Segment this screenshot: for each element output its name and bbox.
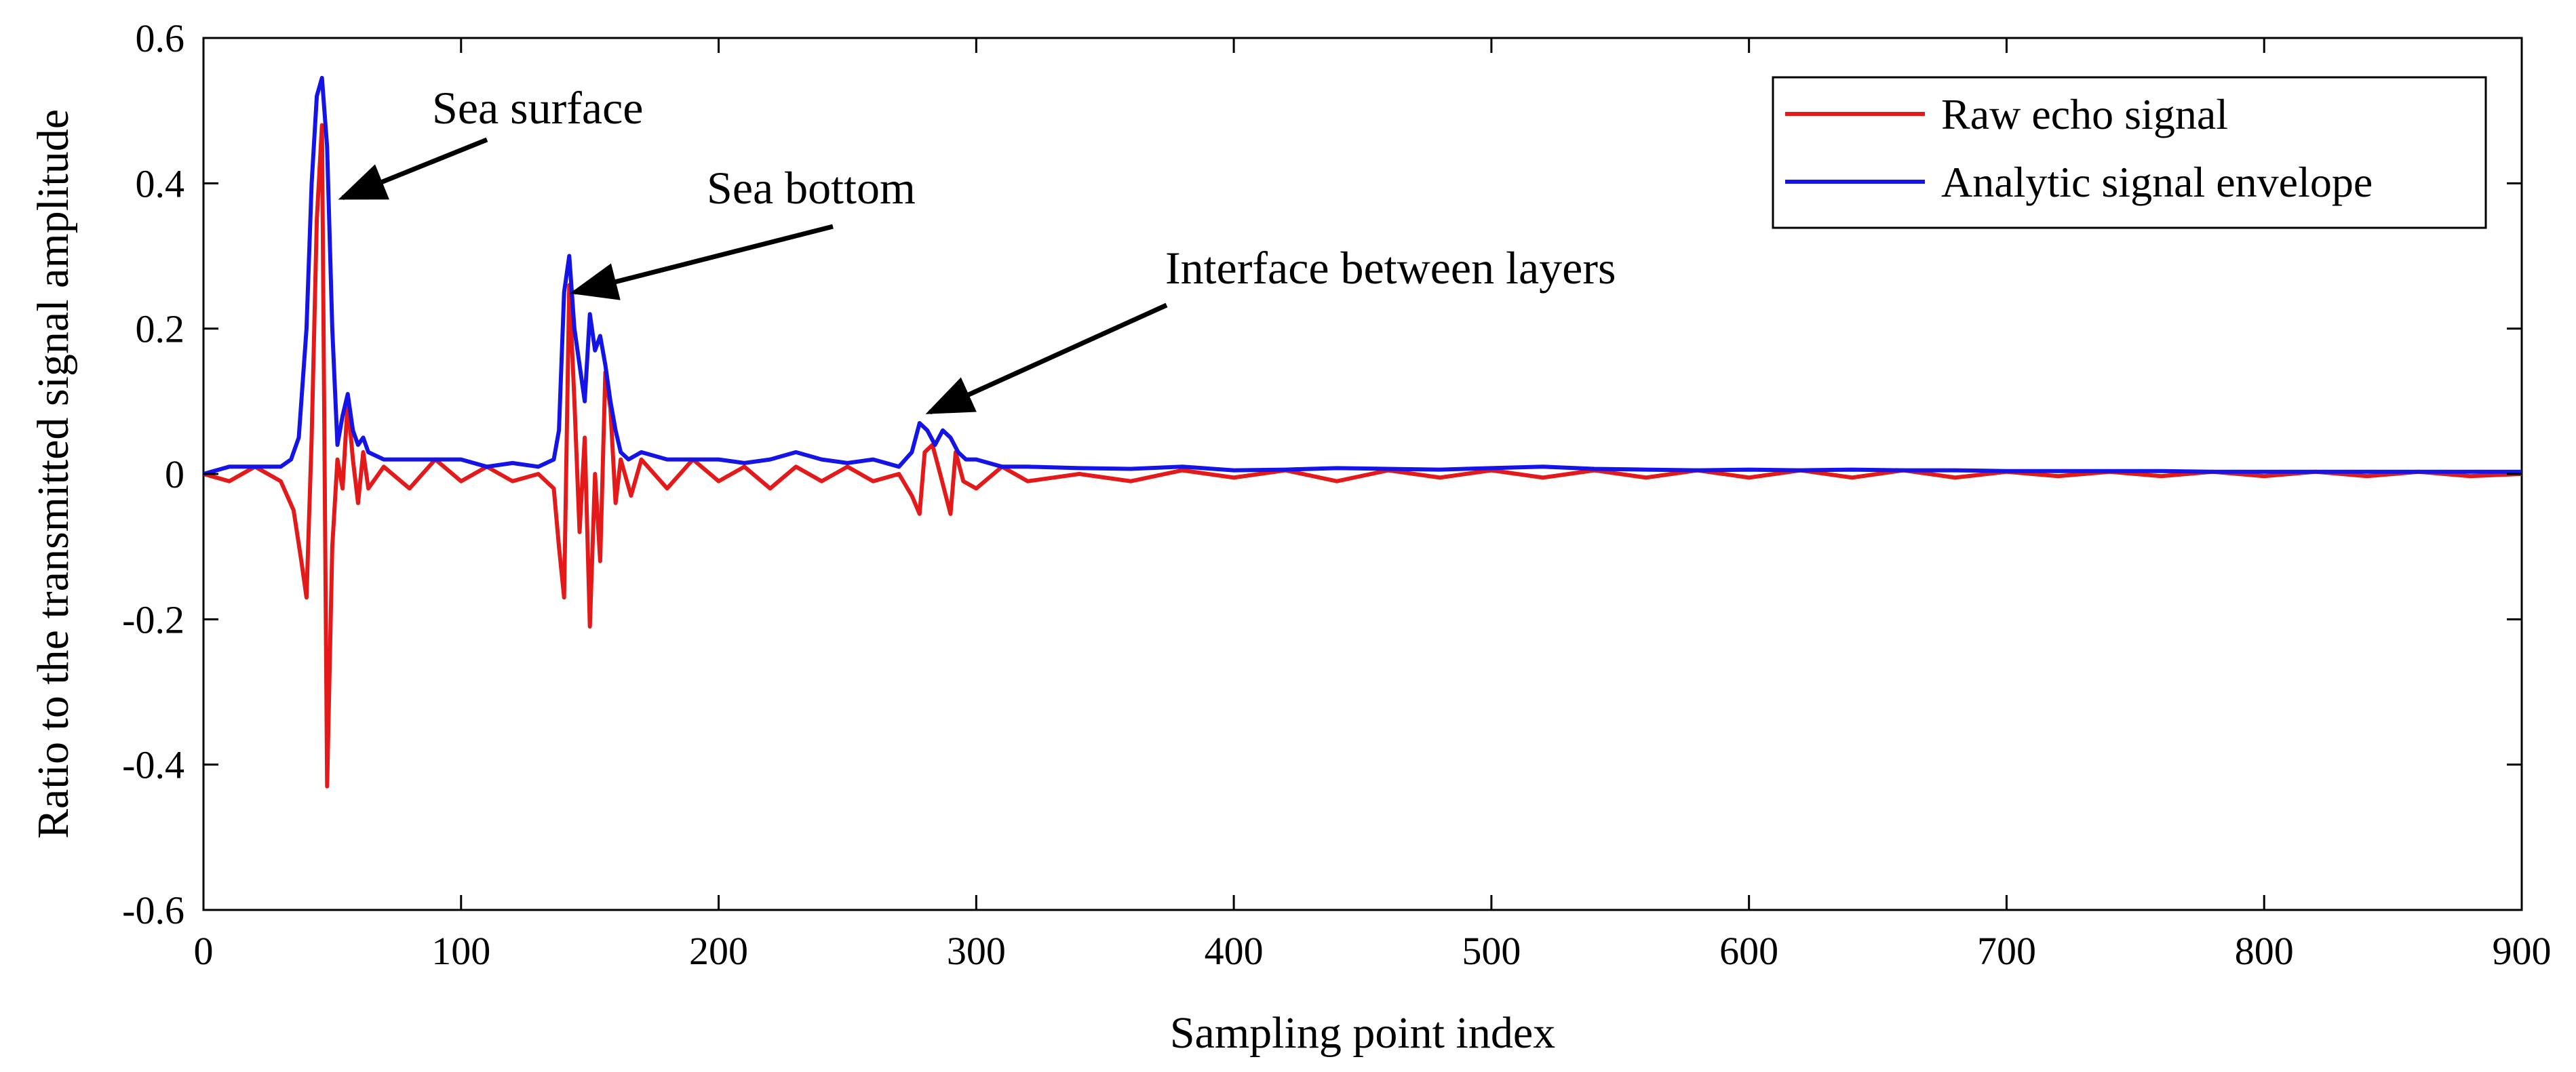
x-tick-label: 0 [194, 929, 214, 973]
x-tick-label: 300 [947, 929, 1006, 973]
x-tick-label: 100 [431, 929, 490, 973]
x-tick-label: 800 [2235, 929, 2294, 973]
x-tick-label: 400 [1205, 929, 1264, 973]
series-layer [203, 75, 2522, 789]
y-tick-label: 0.6 [136, 16, 185, 60]
y-tick-label: 0.2 [136, 307, 185, 351]
y-tick-label: -0.6 [122, 888, 184, 932]
series-line-raw-echo [203, 123, 2522, 789]
annotation-interface-label: Interface between layers [1165, 242, 1616, 294]
y-tick-label: -0.4 [122, 743, 184, 787]
annotation-interface-arrow [925, 302, 1168, 415]
annotation-sea-bottom-arrow [570, 224, 834, 300]
x-tick-label: 700 [1977, 929, 2036, 973]
y-axis-ticks: 0.6 0.4 0.2 0 -0.2 -0.4 -0.6 [122, 16, 2522, 932]
x-tick-label: 500 [1462, 929, 1521, 973]
y-tick-label: 0.4 [136, 161, 185, 205]
y-tick-label: -0.2 [122, 597, 184, 641]
x-tick-label: 200 [689, 929, 748, 973]
series-line-envelope [203, 75, 2522, 476]
annotations: Sea surface Sea bottom Interface between l… [338, 82, 1616, 415]
y-tick-label: 0 [165, 452, 184, 496]
legend: Raw echo signal Analytic signal envelope [1772, 76, 2487, 229]
legend-label-envelope: Analytic signal envelope [1941, 158, 2373, 206]
x-tick-label: 600 [1719, 929, 1778, 973]
legend-box [1772, 76, 2487, 229]
annotation-sea-bottom-label: Sea bottom [707, 162, 916, 214]
annotation-sea-surface-label: Sea surface [432, 82, 643, 134]
annotation-sea-surface-arrow [338, 137, 488, 201]
y-axis-title: Ratio to the transmitted signal amplitud… [28, 109, 78, 839]
x-tick-label: 900 [2493, 929, 2552, 973]
legend-label-raw: Raw echo signal [1941, 90, 2228, 138]
x-axis-ticks: 0 100 200 300 400 500 600 700 800 900 [194, 38, 2552, 973]
x-axis-title: Sampling point index [1170, 1008, 1555, 1058]
